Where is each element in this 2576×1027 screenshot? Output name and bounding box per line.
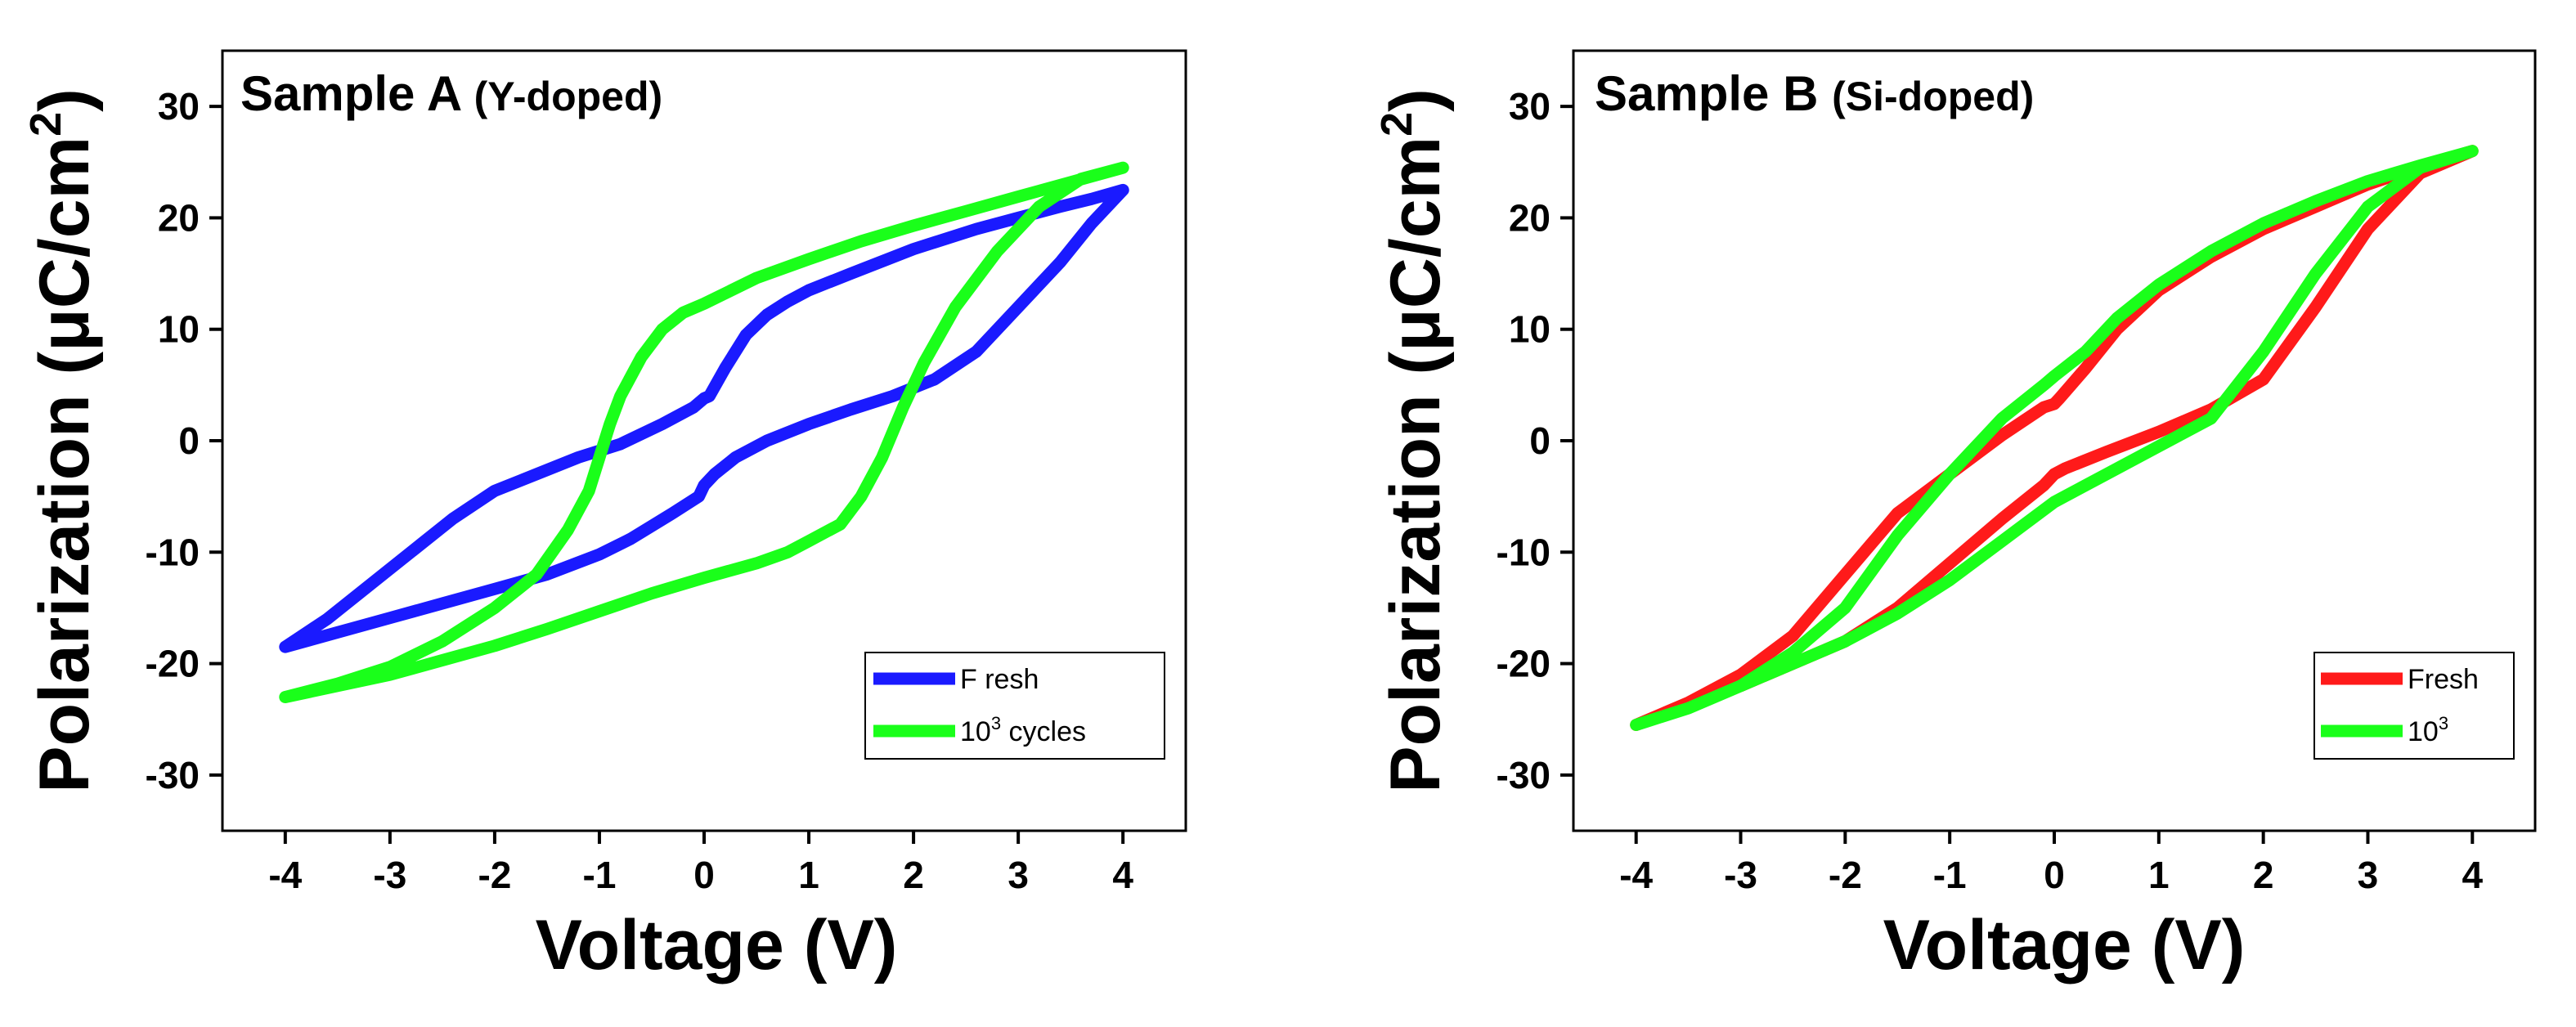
y-tick-label: -30: [146, 754, 200, 796]
x-tick-label: 0: [693, 854, 715, 896]
x-tick-label: 0: [2044, 854, 2065, 896]
legend-box: [2313, 652, 2515, 760]
panel-title: Sample B (Si-doped): [1595, 66, 2034, 121]
legend: Fresh 103: [2313, 652, 2515, 760]
x-tick-label: -1: [1933, 854, 1967, 896]
series-layer: [1630, 145, 2479, 731]
ylabel-suffix: ): [25, 88, 104, 112]
legend-text-cycles-base: 10: [2408, 716, 2439, 747]
x-tick-label: -4: [1619, 854, 1653, 896]
x-tick-label: -2: [1829, 854, 1862, 896]
legend-label-fresh: F resh: [960, 664, 1039, 695]
title-paren: (Y-doped): [474, 74, 663, 119]
ylabel-unit: C/cm: [25, 137, 104, 308]
x-tick-label: -1: [583, 854, 617, 896]
x-tick-label: 4: [1112, 854, 1133, 896]
title-main: Sample A: [240, 66, 474, 121]
legend-label-cycles: 103 cycles: [960, 713, 1086, 747]
y-tick-label: -20: [1497, 643, 1551, 685]
legend: F resh 103 cycles: [864, 652, 1165, 760]
series-line-cycled: [1630, 145, 2479, 731]
y-axis-label: Polarization (μC/cm2): [21, 88, 104, 793]
x-tick-label: 1: [798, 854, 819, 896]
ylabel-mu: μ: [1376, 308, 1455, 352]
ylabel-unit: C/cm: [1376, 137, 1455, 308]
panel-title: Sample A (Y-doped): [240, 66, 662, 121]
series-line-fresh: [279, 183, 1129, 653]
legend-text-cycles-sup: 3: [991, 713, 1001, 733]
y-tick-label: 0: [1529, 419, 1551, 462]
y-tick-label: 30: [158, 85, 200, 128]
legend-text-fresh: F resh: [960, 664, 1039, 695]
legend-box: [864, 652, 1165, 760]
ylabel-prefix: Polarization (: [25, 351, 104, 792]
ylabel-sup: 2: [1372, 112, 1421, 137]
x-axis-label: Voltage (V): [1883, 906, 2246, 984]
legend-text-cycles-suffix: cycles: [1001, 716, 1086, 747]
legend-text-cycles-sup: 3: [2439, 713, 2448, 733]
ylabel-prefix: Polarization (: [1376, 351, 1455, 792]
x-tick-label: 4: [2462, 854, 2484, 896]
y-axis-label: Polarization (μC/cm2): [1372, 88, 1455, 793]
y-tick-label: -30: [1497, 754, 1551, 796]
y-tick-label: 20: [1509, 196, 1551, 239]
x-tick-label: 1: [2148, 854, 2170, 896]
legend-label-cycles: 103: [2408, 713, 2448, 747]
y-tick-label: 10: [1509, 308, 1551, 351]
legend-label-fresh: Fresh: [2408, 664, 2479, 695]
ylabel-sup: 2: [21, 112, 70, 137]
x-tick-label: -3: [1724, 854, 1757, 896]
x-axis-label: Voltage (V): [536, 906, 898, 984]
x-tick-label: 3: [1008, 854, 1029, 896]
series-line-cycled: [279, 161, 1129, 703]
x-tick-label: -3: [373, 854, 406, 896]
x-tick-label: 2: [2253, 854, 2274, 896]
y-tick-label: -20: [146, 643, 200, 685]
ylabel-mu: μ: [25, 308, 104, 352]
title-paren: (Si-doped): [1832, 74, 2034, 119]
y-tick-label: 10: [158, 308, 200, 351]
y-tick-label: 0: [178, 419, 200, 462]
series-layer: [279, 161, 1129, 703]
y-tick-label: -10: [146, 531, 200, 573]
x-tick-label: -2: [478, 854, 511, 896]
legend-text-fresh: Fresh: [2408, 664, 2479, 695]
y-tick-label: -10: [1497, 531, 1551, 573]
x-tick-label: 3: [2358, 854, 2379, 896]
title-main: Sample B: [1595, 66, 1832, 121]
ylabel-suffix: ): [1376, 88, 1455, 112]
x-tick-label: 2: [903, 854, 924, 896]
legend-text-cycles-base: 10: [960, 716, 991, 747]
y-tick-label: 20: [158, 196, 200, 239]
y-tick-label: 30: [1509, 85, 1551, 128]
x-tick-label: -4: [268, 854, 302, 896]
